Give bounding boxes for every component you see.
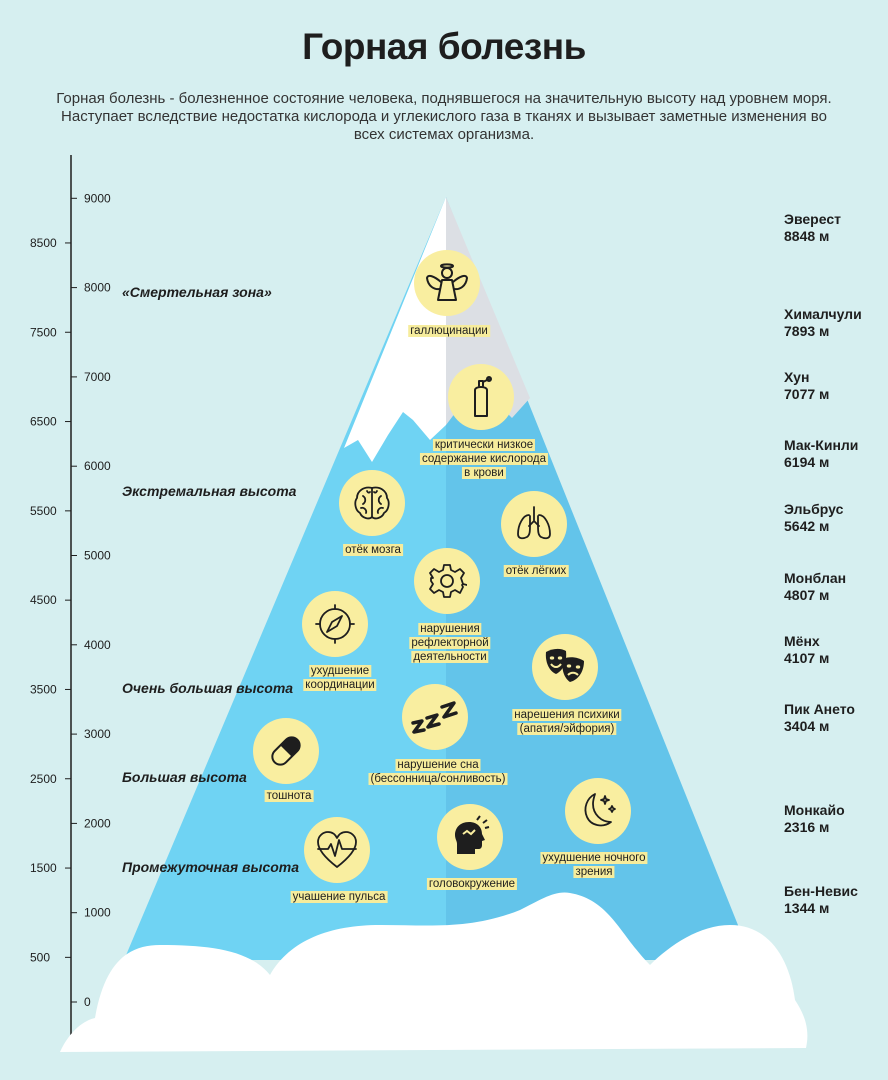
gear-icon [414, 548, 480, 614]
zone-high: Большая высота [122, 769, 247, 785]
peak-elbrus: Эльбрус 5642 м [784, 501, 844, 534]
scale-label-left: 500 [30, 950, 50, 964]
symptom-label: головокружение [426, 878, 518, 890]
theater-masks-icon [532, 634, 598, 700]
heart-pulse-icon [304, 817, 370, 883]
scale-label-right: 1000 [84, 906, 111, 920]
peak-everest: Эверест 8848 м [784, 211, 841, 244]
lungs-icon [501, 491, 567, 557]
zone-very-high: Очень большая высота [122, 680, 294, 696]
scale-label-right: 2000 [84, 816, 111, 830]
scale-label-right: 9000 [84, 191, 111, 205]
pill-icon [253, 718, 319, 784]
symptom-label: учашение пульса [290, 891, 388, 903]
peak-khun: Хун 7077 м [784, 369, 830, 402]
compass-icon [302, 591, 368, 657]
snow-hills [60, 892, 808, 1052]
peak-monch: Мёнх 4107 м [784, 633, 830, 666]
symptom-label: отёк мозга [343, 544, 403, 556]
peak-mont-blanc: Монблан 4807 м [784, 570, 847, 603]
scale-label-right: 4000 [84, 638, 111, 652]
scale-label-right: 0 [84, 995, 91, 1009]
symptom-label: нарушения рефлекторной деятельности [409, 623, 491, 663]
scale-label-right: 5000 [84, 549, 111, 563]
page-title: Горная болезнь [302, 26, 586, 67]
zone-death: «Смертельная зона» [122, 284, 272, 300]
mountain-left-face [124, 197, 446, 960]
angel-icon [414, 250, 480, 316]
scale-label-right: 6000 [84, 459, 111, 473]
page-subtitle: Горная болезнь - болезненное состояние ч… [56, 90, 832, 143]
scale-label-right: 7000 [84, 370, 111, 384]
peak-mckinley: Мак-Кинли 6194 м [784, 437, 859, 470]
symptom-label: отёк лёгких [503, 565, 569, 577]
scale-label-left: 5500 [30, 504, 57, 518]
symptom-label: нарешения психики (апатия/эйфория) [512, 709, 622, 735]
scale-label-left: 1500 [30, 861, 57, 875]
scale-label-right: 3000 [84, 727, 111, 741]
zone-extreme: Экстремальная высота [122, 483, 297, 499]
scale-label-left: 2500 [30, 772, 57, 786]
moon-stars-icon [565, 778, 631, 844]
peak-moncayo: Монкайо 2316 м [784, 802, 845, 835]
peak-ben-nevis: Бен-Невис 1344 м [784, 883, 858, 916]
scale-label-left: 8500 [30, 236, 57, 250]
scale-label-left: 7500 [30, 325, 57, 339]
scale-label-left: 3500 [30, 682, 57, 696]
scale-label-right: 8000 [84, 281, 111, 295]
dizzy-head-icon [437, 804, 503, 870]
peak-himalchuli: Хималчули 7893 м [784, 306, 862, 339]
brain-icon [339, 470, 405, 536]
symptom-label: тошнота [264, 790, 314, 802]
symptom-label: ухудшение координации [303, 665, 377, 691]
scale-label-left: 6500 [30, 415, 57, 429]
oxygen-tank-icon [448, 364, 514, 430]
scale-label-left: 4500 [30, 593, 57, 607]
sleep-zzz-icon [402, 684, 468, 750]
zone-intermediate: Промежуточная высота [122, 859, 300, 875]
symptom-label: галлюцинации [408, 325, 490, 337]
symptom-label: ухудшение ночного зрения [540, 852, 648, 878]
peak-aneto: Пик Ането 3404 м [784, 701, 855, 734]
symptom-label: нарушение сна (бессонница/сонливость) [368, 759, 508, 785]
symptom-label: критически низкое содержание кислорода в… [419, 439, 549, 479]
